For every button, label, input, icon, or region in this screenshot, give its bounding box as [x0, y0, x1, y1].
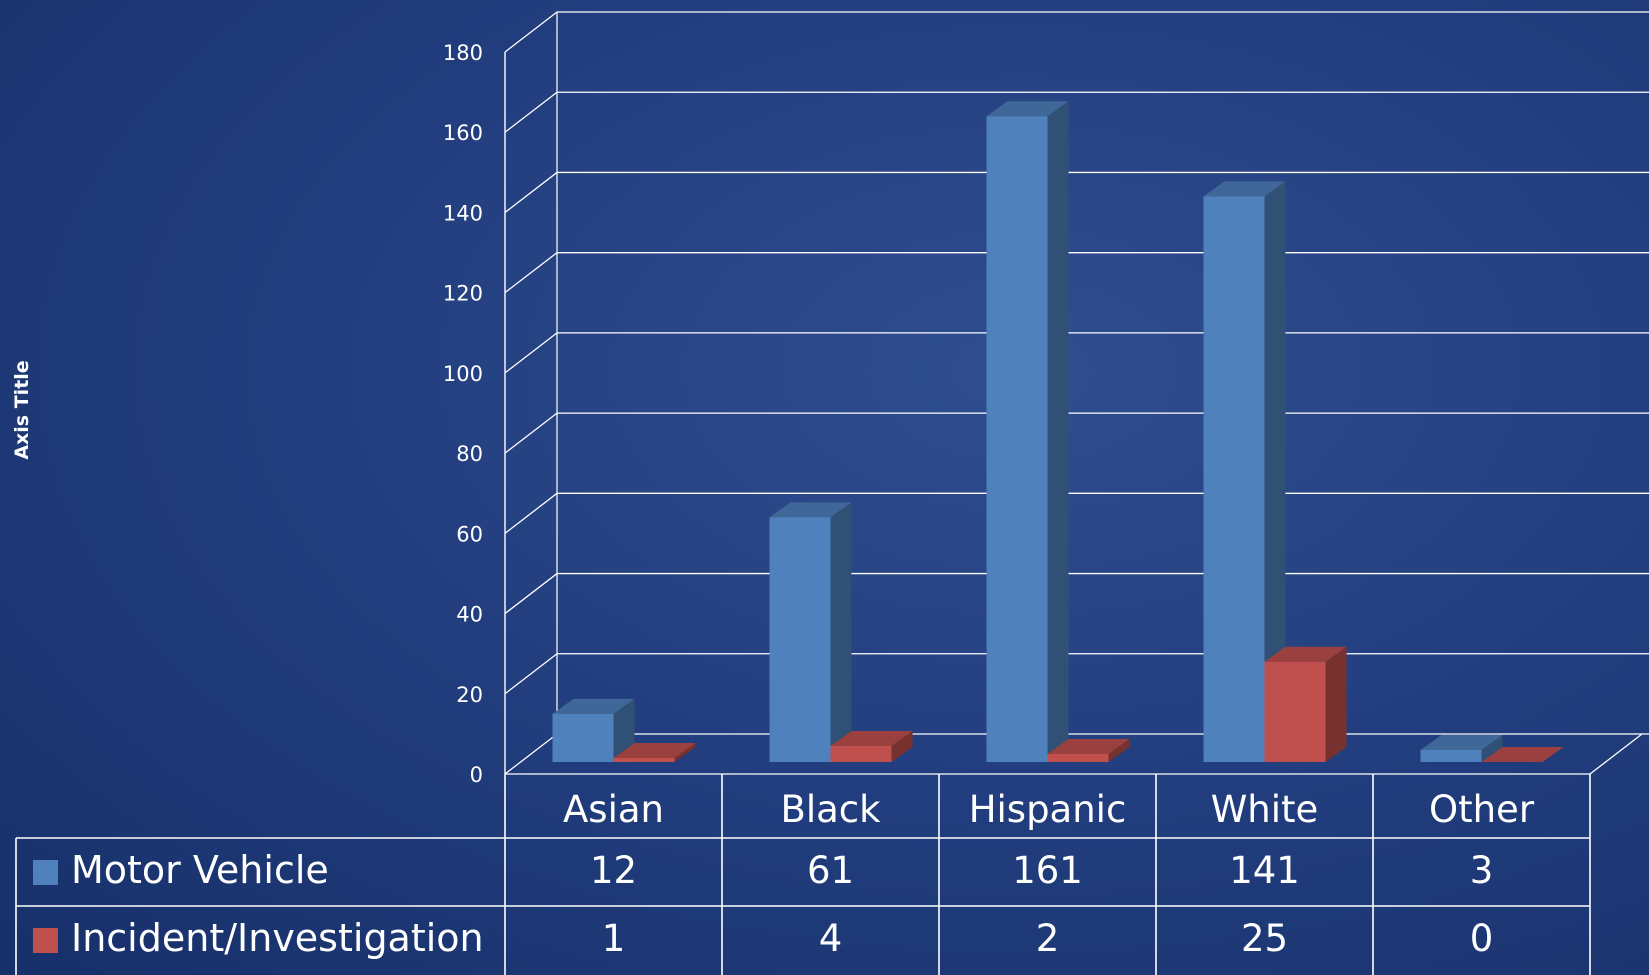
y-tick-label: 100 — [443, 362, 483, 386]
bar-top — [986, 101, 1069, 117]
bar — [986, 101, 1069, 762]
bar-side — [1264, 181, 1286, 762]
bar-top — [1264, 646, 1347, 662]
bar-front — [1203, 196, 1265, 762]
series-name: Motor Vehicle — [71, 848, 329, 892]
bar-top — [1047, 738, 1130, 754]
bar-side — [613, 698, 635, 762]
bars — [552, 101, 1564, 762]
bar-top — [1203, 181, 1286, 197]
bar-top — [769, 502, 852, 518]
bar-top — [1420, 734, 1503, 750]
gridline — [504, 412, 1649, 454]
y-tick-label: 0 — [470, 763, 483, 787]
y-axis-ticks: 0 20 40 60 80 100 120 140 160 180 — [443, 41, 483, 787]
data-label: 141 — [1229, 849, 1300, 892]
bar-side — [1047, 101, 1069, 762]
gridline — [504, 572, 1649, 615]
bar-front — [1420, 749, 1482, 762]
bar — [1481, 747, 1564, 762]
category-label: Asian — [563, 788, 664, 831]
data-table: Asian Black Hispanic White Other Motor Vehicl… — [15, 774, 1591, 975]
data-label: 3 — [1470, 849, 1494, 892]
bar-front — [1264, 661, 1326, 762]
y-tick-label: 120 — [443, 282, 483, 306]
bar-front — [830, 745, 892, 762]
gridline — [504, 171, 1649, 213]
gridline — [504, 252, 1649, 294]
gridline — [504, 332, 1649, 374]
gridline — [504, 91, 1649, 133]
legend-key — [33, 928, 58, 953]
bar-top — [1481, 747, 1564, 762]
bar — [613, 742, 696, 762]
bar-side — [891, 730, 913, 762]
data-label: 61 — [807, 849, 854, 892]
bar — [1420, 734, 1503, 762]
y-tick-label: 20 — [456, 683, 483, 707]
y-tick-label: 60 — [456, 522, 483, 546]
y-tick-label: 140 — [443, 201, 483, 225]
category-label: Black — [780, 788, 881, 831]
category-label: White — [1211, 788, 1319, 831]
data-label: 4 — [819, 917, 843, 960]
bar-front — [986, 116, 1048, 762]
bar — [830, 730, 913, 762]
series-name: Incident/Investigation — [71, 916, 484, 960]
data-label: 2 — [1036, 917, 1060, 960]
bar-side — [1108, 738, 1130, 762]
y-tick-label: 160 — [443, 121, 483, 145]
y-tick-label: 80 — [456, 442, 483, 466]
data-label: 1 — [602, 917, 626, 960]
bar — [1264, 646, 1347, 762]
data-label: 161 — [1012, 849, 1083, 892]
bar-front — [613, 757, 675, 762]
data-label: 0 — [1470, 917, 1494, 960]
data-label: 12 — [590, 849, 637, 892]
gridlines — [504, 11, 1649, 775]
bar-side — [830, 502, 852, 762]
legend-key — [33, 860, 58, 885]
bar-top — [552, 698, 635, 714]
bar-front — [552, 713, 614, 762]
bar-front — [1047, 753, 1109, 762]
category-label: Hispanic — [969, 788, 1127, 831]
y-tick-label: 40 — [456, 603, 483, 627]
data-label: 25 — [1241, 917, 1288, 960]
gridline — [504, 492, 1649, 534]
gridline — [504, 11, 1649, 53]
bar-side — [674, 742, 696, 762]
bar-side — [1325, 646, 1347, 762]
bar — [1047, 738, 1130, 762]
category-label: Other — [1429, 788, 1535, 831]
y-axis-title: Axis Title — [11, 360, 33, 459]
bar — [552, 698, 635, 762]
bar — [769, 502, 852, 762]
bar-top — [830, 730, 913, 746]
bar-top — [613, 742, 696, 758]
bar-side — [1481, 734, 1503, 762]
gridline — [504, 653, 1649, 695]
bar-front — [769, 517, 831, 762]
bar — [1203, 181, 1286, 762]
y-tick-label: 180 — [443, 41, 483, 65]
